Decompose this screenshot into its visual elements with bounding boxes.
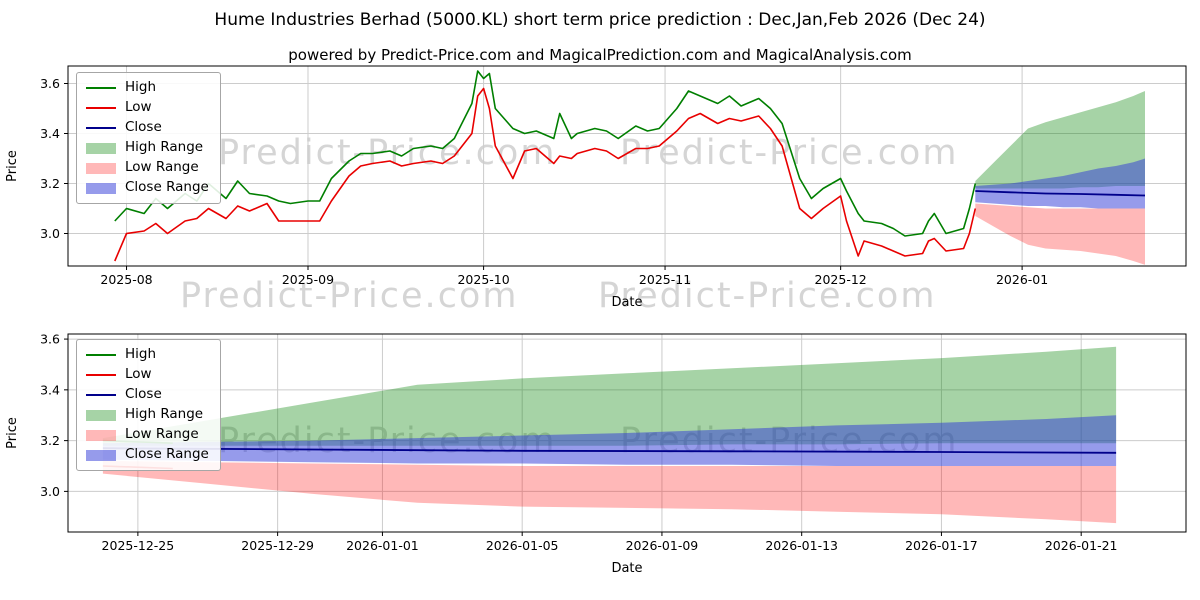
y-tick-label: 3.0 xyxy=(40,484,60,499)
legend-label: Low xyxy=(125,366,152,383)
x-tick-label: 2026-01-01 xyxy=(346,538,419,553)
figure-title: Hume Industries Berhad (5000.KL) short t… xyxy=(214,10,986,30)
legend-label: Close Range xyxy=(125,179,209,196)
high-legend-swatch xyxy=(86,86,116,90)
close-prediction-line xyxy=(102,447,1117,454)
x-tick-label: 2025-12 xyxy=(815,272,867,287)
legend-label: High Range xyxy=(125,139,204,156)
legend-item-high: High xyxy=(86,80,209,96)
legend-label: High xyxy=(125,346,157,363)
x-tick-label: 2026-01-13 xyxy=(765,538,838,553)
legend-item-low: Low xyxy=(86,367,209,383)
x-tick-label: 2026-01-21 xyxy=(1045,538,1118,553)
close-legend-swatch xyxy=(86,126,116,130)
legend-label: Low Range xyxy=(125,426,199,443)
x-axis-label: Date xyxy=(611,561,642,576)
legend-item-close: Close xyxy=(86,387,209,403)
legend-label: High xyxy=(125,79,157,96)
history-price-chart: 2025-08 2025-09 2025-10 2025-11 2025-12 2026-… xyxy=(5,65,1187,310)
low-legend-swatch xyxy=(86,373,116,377)
close-range-band xyxy=(102,415,1117,466)
history-chart-legend: High Low Close High Range Low Range Close Ran… xyxy=(76,72,221,204)
high-range-band xyxy=(102,346,1117,446)
y-tick-label: 3.4 xyxy=(40,382,60,397)
low-range-band xyxy=(975,203,1145,265)
x-tick-label: 2025-10 xyxy=(457,272,509,287)
legend-item-high-range: High Range xyxy=(86,140,209,156)
x-tick-label: 2025-09 xyxy=(282,272,334,287)
legend-item-close: Close xyxy=(86,120,209,136)
plot-border xyxy=(67,333,1187,533)
legend-label: Close xyxy=(125,386,162,403)
low-legend-swatch xyxy=(86,106,116,110)
low-range-band xyxy=(102,460,1117,524)
legend-item-low-range: Low Range xyxy=(86,160,209,176)
legend-label: Low Range xyxy=(125,159,199,176)
prediction-detail-chart: 2025-12-25 2025-12-29 2026-01-01 2026-01-05… xyxy=(5,332,1187,576)
legend-item-close-range: Close Range xyxy=(86,447,209,463)
y-tick-label: 3.6 xyxy=(40,76,60,91)
x-tick-label: 2025-12-29 xyxy=(241,538,314,553)
x-tick-label: 2026-01-09 xyxy=(626,538,699,553)
y-tick-label: 3.2 xyxy=(40,176,60,191)
high-line xyxy=(114,70,977,237)
x-tick-label: 2025-12-25 xyxy=(102,538,175,553)
legend-label: High Range xyxy=(125,406,204,423)
close-prediction-line xyxy=(975,190,1146,197)
legend-item-close-range: Close Range xyxy=(86,180,209,196)
low-range-legend-swatch xyxy=(86,429,116,441)
high-legend-swatch xyxy=(86,353,116,357)
legend-item-high: High xyxy=(86,347,209,363)
low-range-legend-swatch xyxy=(86,162,116,174)
high-range-band xyxy=(975,91,1145,189)
high-range-legend-swatch xyxy=(86,409,116,421)
watermark-text: Predict-Price.com xyxy=(180,276,519,316)
legend-label: Low xyxy=(125,99,152,116)
high-range-legend-swatch xyxy=(86,142,116,154)
y-tick-label: 3.2 xyxy=(40,433,60,448)
y-axis-label: Price xyxy=(5,417,20,449)
y-tick-label: 3.6 xyxy=(40,332,60,347)
close-range-legend-swatch xyxy=(86,182,116,194)
y-axis-label: Price xyxy=(5,150,20,182)
x-tick-label: 2025-11 xyxy=(639,272,691,287)
x-tick-label: 2026-01-05 xyxy=(486,538,559,553)
legend-item-low: Low xyxy=(86,100,209,116)
legend-label: Close Range xyxy=(125,446,209,463)
close-range-legend-swatch xyxy=(86,449,116,461)
legend-item-low-range: Low Range xyxy=(86,427,209,443)
x-axis-label: Date xyxy=(611,295,642,310)
low-line xyxy=(114,87,977,262)
x-tick-label: 2026-01-17 xyxy=(905,538,978,553)
watermark-text: Predict-Price.com xyxy=(598,276,937,316)
y-tick-label: 3.0 xyxy=(40,226,60,241)
prediction-chart-legend: High Low Close High Range Low Range Close Ran… xyxy=(76,339,221,471)
close-range-band xyxy=(975,158,1145,209)
close-legend-swatch xyxy=(86,393,116,397)
figure-subtitle: powered by Predict-Price.com and Magical… xyxy=(288,46,912,64)
y-tick-label: 3.4 xyxy=(40,126,60,141)
plot-border xyxy=(67,65,1187,267)
legend-item-high-range: High Range xyxy=(86,407,209,423)
legend-label: Close xyxy=(125,119,162,136)
x-tick-label: 2025-08 xyxy=(100,272,152,287)
x-tick-label: 2026-01 xyxy=(996,272,1048,287)
